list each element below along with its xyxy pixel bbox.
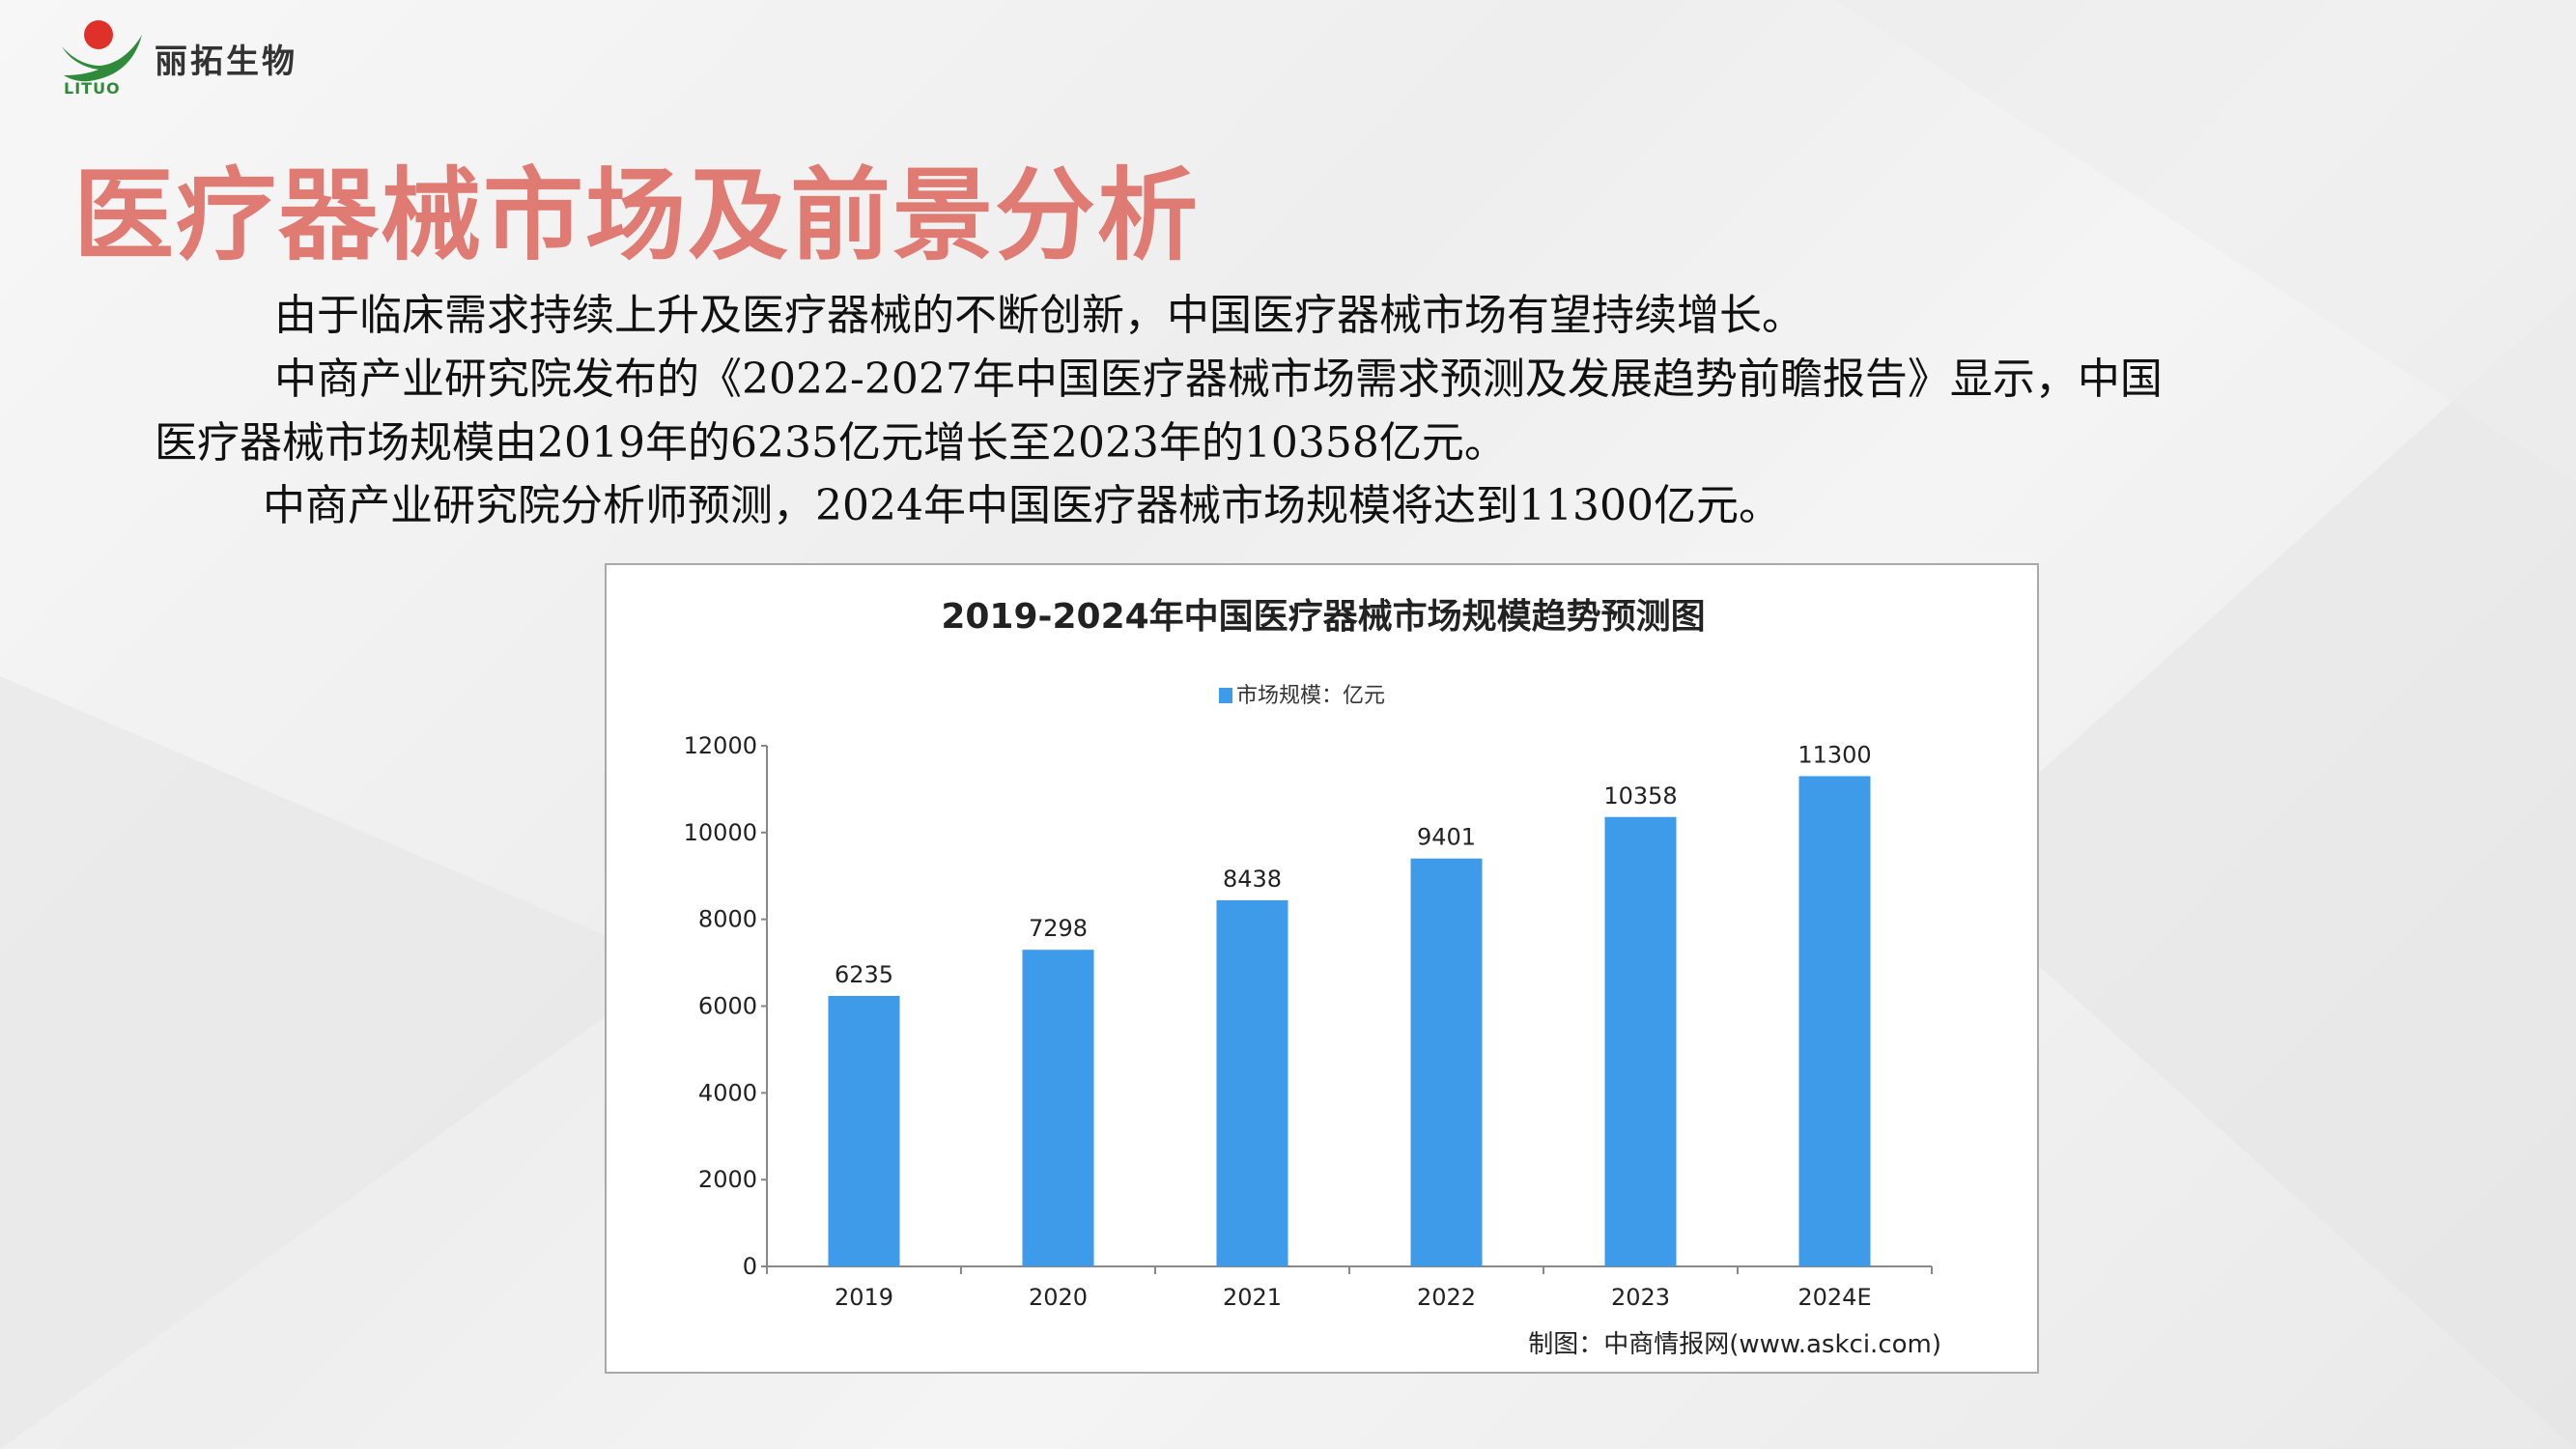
y-tick-label: 4000 <box>698 1079 757 1106</box>
lituo-logo-icon <box>62 20 142 82</box>
data-label: 7298 <box>1029 915 1088 942</box>
data-label: 10358 <box>1603 782 1677 810</box>
y-tick-label: 0 <box>743 1253 757 1280</box>
paragraph-2: 中商产业研究院发布的《2022-2027年中国医疗器械市场需求预测及发展趋势前瞻… <box>274 355 2163 404</box>
paragraph-2-cont: 医疗器械市场规模由2019年的6235亿元增长至2023年的10358亿元。 <box>155 418 1507 468</box>
bar-chart: 2019-2024年中国医疗器械市场规模趋势预测图 市场规模：亿元 0 2000 4… <box>684 597 1941 1359</box>
x-tick-label: 2020 <box>1029 1284 1088 1311</box>
bar-2023 <box>1604 816 1677 1266</box>
logo-name: 丽拓生物 <box>155 43 297 81</box>
y-tick-label: 8000 <box>698 906 757 933</box>
data-label: 8438 <box>1223 866 1282 893</box>
bar-2020 <box>1022 950 1094 1266</box>
bar-2021 <box>1216 899 1288 1266</box>
x-tick-label: 2022 <box>1417 1284 1476 1311</box>
legend-label: 市场规模：亿元 <box>1236 684 1385 708</box>
data-label: 6235 <box>835 961 893 988</box>
y-tick-label: 12000 <box>684 732 757 759</box>
y-tick-label: 10000 <box>684 819 757 846</box>
paragraph-3: 中商产业研究院分析师预测，2024年中国医疗器械市场规模将达到11300亿元。 <box>263 481 1781 530</box>
bar-2024E <box>1798 776 1871 1266</box>
bar-2022 <box>1410 858 1483 1266</box>
chart-container: 2019-2024年中国医疗器械市场规模趋势预测图 市场规模：亿元 0 2000 4… <box>605 563 2039 1374</box>
y-tick-label: 6000 <box>698 993 757 1020</box>
x-tick-label: 2024E <box>1798 1284 1871 1311</box>
bar-2019 <box>828 995 900 1266</box>
chart-source: 制图：中商情报网(www.askci.com) <box>1528 1330 1941 1359</box>
chart-title: 2019-2024年中国医疗器械市场规模趋势预测图 <box>941 597 1705 637</box>
y-tick-label: 2000 <box>698 1166 757 1193</box>
data-label: 11300 <box>1798 741 1871 768</box>
paragraph-1: 由于临床需求持续上升及医疗器械的不断创新，中国医疗器械市场有望持续增长。 <box>274 291 1804 340</box>
logo-en: LITUO <box>64 79 121 98</box>
legend-swatch <box>1219 688 1232 703</box>
page-title: 医疗器械市场及前景分析 <box>73 156 1201 274</box>
x-tick-label: 2021 <box>1223 1284 1282 1311</box>
x-tick-label: 2023 <box>1611 1284 1670 1311</box>
x-tick-label: 2019 <box>835 1284 893 1311</box>
data-label: 9401 <box>1417 824 1476 851</box>
